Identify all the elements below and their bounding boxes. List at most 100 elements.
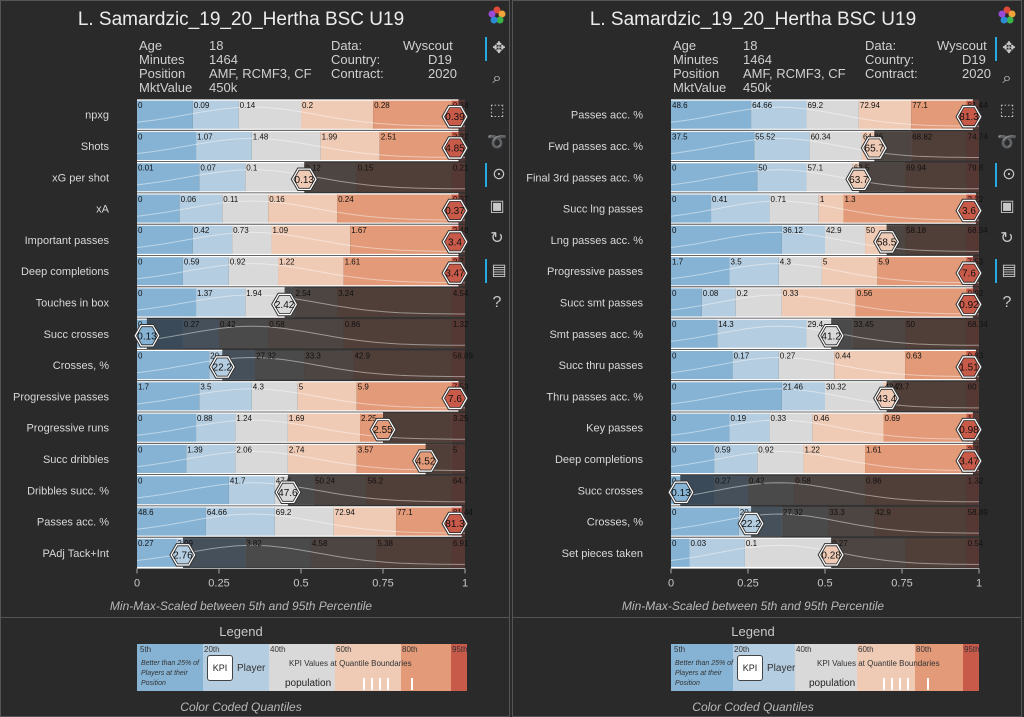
legend-pop-tick bbox=[411, 678, 413, 690]
kpi-label: Succ dribbles bbox=[43, 454, 110, 466]
quantile-band bbox=[865, 475, 967, 505]
bound-label: 4.54 bbox=[453, 289, 469, 298]
pan-icon[interactable]: ✥ bbox=[995, 37, 1021, 61]
bound-label: 56.2 bbox=[368, 477, 384, 486]
kpi-label: Deep completions bbox=[555, 454, 644, 466]
quantile-band bbox=[828, 506, 875, 537]
reset-icon[interactable]: ↻ bbox=[1000, 230, 1014, 247]
legend-band-q3 bbox=[269, 644, 335, 691]
quantile-band bbox=[137, 193, 180, 224]
quantile-band bbox=[137, 225, 193, 255]
quantile-band bbox=[744, 538, 832, 568]
kpi-row: 00.270.420.580.861.320.13 bbox=[667, 475, 984, 506]
bound-label: 20 bbox=[210, 351, 219, 360]
legend-band-q4 bbox=[335, 644, 401, 691]
tap-icon[interactable]: ⊙ bbox=[485, 163, 511, 187]
quantile-band bbox=[818, 193, 844, 224]
bokeh-logo-icon[interactable] bbox=[995, 5, 1019, 29]
population-curve bbox=[670, 263, 979, 284]
quantile-band bbox=[343, 256, 452, 286]
legend-pct: 80th bbox=[402, 645, 418, 654]
save-icon[interactable]: ▣ bbox=[999, 198, 1015, 215]
mktvalue-label: MktValue bbox=[139, 80, 193, 95]
help-icon[interactable]: ? bbox=[1002, 294, 1012, 311]
tap-icon[interactable]: ⊙ bbox=[995, 163, 1021, 187]
legend-band-q6 bbox=[963, 644, 979, 691]
x-tick-label: 0.25 bbox=[208, 578, 229, 590]
bound-label: 1.22 bbox=[279, 258, 295, 267]
bound-label: 1.39 bbox=[187, 445, 203, 454]
kpi-marker bbox=[958, 263, 980, 283]
quantile-band bbox=[379, 131, 452, 161]
bound-label: 0 bbox=[138, 258, 143, 267]
bound-label: 0.86 bbox=[866, 477, 882, 486]
pan-icon[interactable]: ✥ bbox=[485, 37, 511, 61]
kpi-label: Progressive passes bbox=[547, 266, 643, 278]
quantile-band bbox=[877, 256, 967, 286]
legend-player-label: Player bbox=[767, 663, 796, 674]
contract-value: 2020 bbox=[428, 66, 457, 81]
kpi-value: 0.39 bbox=[445, 112, 465, 123]
hover-icon[interactable]: ▤ bbox=[485, 259, 511, 283]
bound-label: 1.32 bbox=[968, 477, 984, 486]
quantile-band bbox=[235, 413, 288, 443]
bound-label: 0.58 bbox=[795, 477, 811, 486]
box-zoom-icon[interactable]: ⌕ bbox=[1002, 70, 1012, 87]
quantile-band bbox=[451, 413, 465, 443]
bound-label: 58.89 bbox=[968, 508, 989, 517]
kpi-label: Progressive passes bbox=[13, 391, 109, 403]
bound-label: 0.01 bbox=[138, 164, 154, 173]
kpi-value: 0.13 bbox=[295, 175, 315, 186]
bound-label: 0 bbox=[138, 226, 143, 235]
kpi-value: 3.47 bbox=[959, 456, 979, 467]
bound-label: 50 bbox=[866, 226, 875, 235]
quantile-band bbox=[304, 350, 354, 380]
quantile-band bbox=[769, 193, 819, 224]
bound-label: 69.94 bbox=[906, 164, 927, 173]
kpi-marker bbox=[875, 232, 898, 252]
quantile-band bbox=[843, 193, 967, 224]
kpi-label: xG per shot bbox=[52, 172, 109, 184]
bound-label: 0.63 bbox=[906, 351, 922, 360]
mktvalue-value: 450k bbox=[743, 80, 772, 95]
legend-pop-tick bbox=[883, 678, 885, 690]
bound-label: 0.42 bbox=[220, 320, 236, 329]
bound-label: 0.33 bbox=[783, 289, 799, 298]
bokeh-logo-icon[interactable] bbox=[485, 5, 509, 29]
reset-icon[interactable]: ↻ bbox=[490, 230, 504, 247]
quantile-band bbox=[905, 350, 967, 380]
bound-label: 2.74 bbox=[289, 445, 305, 454]
bound-label: 0.58 bbox=[269, 320, 285, 329]
bound-label: 1.32 bbox=[453, 320, 469, 329]
bound-label: 0 bbox=[672, 289, 677, 298]
kpi-marker bbox=[670, 482, 692, 502]
chart-title: L. Samardzic_19_20_Hertha BSC U19 bbox=[77, 9, 405, 30]
box-select-icon[interactable]: ⬚ bbox=[489, 102, 505, 119]
legend-divider bbox=[513, 617, 1021, 618]
legend-pop-tick bbox=[891, 678, 893, 690]
kpi-row: 00.270.420.580.861.320.13 bbox=[133, 318, 469, 349]
kpi-label: Touches in box bbox=[36, 297, 110, 309]
legend-band-q4 bbox=[857, 644, 915, 691]
data-info: Data: Wyscout Country: D19 Contract: 2020 bbox=[331, 39, 457, 81]
bound-label: 64.66 bbox=[752, 101, 773, 110]
help-icon[interactable]: ? bbox=[492, 294, 502, 311]
lasso-icon[interactable]: ➰ bbox=[487, 134, 507, 151]
lasso-icon[interactable]: ➰ bbox=[997, 134, 1017, 151]
bound-label: 3.25 bbox=[453, 414, 469, 423]
quantile-band bbox=[825, 225, 866, 255]
kpi-marker bbox=[958, 201, 980, 221]
quantile-band bbox=[781, 287, 856, 318]
save-icon[interactable]: ▣ bbox=[489, 198, 505, 215]
legend-band-q5 bbox=[401, 644, 451, 691]
legend-pct: 95th bbox=[452, 645, 468, 654]
bound-label: 68.94 bbox=[968, 226, 989, 235]
bound-label: 5.9 bbox=[358, 383, 370, 392]
box-select-icon[interactable]: ⬚ bbox=[999, 102, 1015, 119]
hover-icon[interactable]: ▤ bbox=[995, 259, 1021, 283]
box-zoom-icon[interactable]: ⌕ bbox=[492, 70, 502, 87]
kpi-value: 41.2 bbox=[821, 331, 841, 342]
bound-label: 72.94 bbox=[335, 508, 356, 517]
quantile-band bbox=[905, 162, 967, 192]
